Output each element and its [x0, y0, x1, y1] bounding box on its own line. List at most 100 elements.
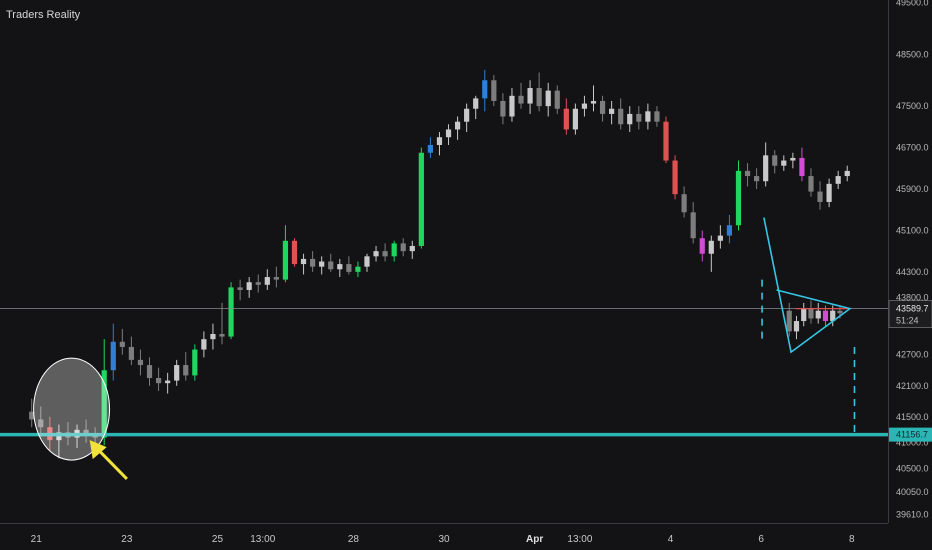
- price-tick-label: 40050.0: [896, 487, 929, 497]
- candle-body: [815, 310, 821, 319]
- candle-body: [599, 100, 606, 114]
- candle-body: [790, 157, 796, 161]
- candle-body: [672, 160, 678, 195]
- candle-body: [545, 90, 551, 107]
- time-tick-label: 28: [348, 534, 360, 545]
- candle-body: [726, 225, 733, 236]
- triangle-pattern-outline: [763, 217, 852, 354]
- candle-body: [282, 240, 289, 280]
- candle-body: [491, 80, 497, 101]
- candle-body: [837, 310, 843, 314]
- candle-body: [101, 370, 107, 438]
- candle-body: [808, 308, 814, 319]
- candle-body: [799, 157, 805, 177]
- time-axis[interactable]: 21 23 25 13:00 28 30 Apr 13:00 4 6 8: [31, 534, 855, 545]
- candle-body: [645, 111, 651, 122]
- candle-body: [409, 245, 415, 252]
- candle-body: [38, 419, 44, 428]
- price-tick-label: 41500.0: [896, 412, 929, 422]
- candle-body: [563, 108, 569, 130]
- candle-body: [763, 155, 769, 182]
- candle-body: [817, 191, 823, 202]
- candle-body: [509, 95, 515, 117]
- candle-body: [536, 88, 542, 107]
- candle-body: [830, 310, 836, 322]
- candle-body: [844, 170, 850, 177]
- candle-body: [754, 176, 760, 182]
- price-tick-label: 45100.0: [896, 225, 929, 235]
- candle-body: [373, 251, 379, 257]
- candle-body: [527, 88, 533, 104]
- support-price-badge: [889, 427, 932, 442]
- candle-body: [291, 240, 298, 265]
- candle-body: [735, 170, 742, 226]
- candle-body: [219, 333, 225, 337]
- candle-body: [310, 258, 316, 267]
- chart-brand-label: Traders Reality: [6, 9, 81, 21]
- candle-body: [554, 90, 560, 109]
- last-price-badge: [888, 300, 932, 328]
- candle-body: [808, 176, 814, 192]
- candle-body: [155, 378, 162, 384]
- candle-body: [835, 176, 841, 184]
- candle-body: [609, 108, 615, 114]
- time-tick-label: 6: [758, 534, 764, 545]
- candle-body: [355, 266, 361, 272]
- candle-body: [337, 264, 343, 270]
- candle-body: [418, 152, 424, 246]
- support-price-label: 41156.7: [896, 430, 928, 440]
- candle-body: [772, 155, 778, 166]
- candle-body: [826, 183, 832, 202]
- price-tick-label: 47500.0: [896, 101, 929, 111]
- candle-body: [482, 80, 488, 99]
- price-tick-label: 42100.0: [896, 381, 929, 391]
- candle-body: [119, 341, 125, 347]
- price-tick-label: 46700.0: [896, 143, 929, 153]
- annotations-layer: [0, 217, 888, 481]
- candle-body: [183, 365, 189, 376]
- price-tick-label: 49500.0: [896, 0, 929, 8]
- candle-body: [382, 251, 388, 257]
- candle-body: [237, 287, 243, 290]
- candle-body: [663, 121, 669, 161]
- candle-body: [246, 282, 252, 290]
- time-tick-label: 21: [31, 534, 43, 545]
- price-tick-label: 39610.0: [896, 510, 929, 520]
- candle-body: [654, 111, 660, 122]
- time-tick-label: 13:00: [567, 534, 592, 545]
- candle-body: [744, 170, 751, 177]
- time-tick-label: 4: [668, 534, 674, 545]
- candle-body: [427, 144, 434, 153]
- candle-body: [328, 261, 334, 270]
- last-price-label: 43589.7: [896, 304, 929, 314]
- price-tick-label: 48500.0: [896, 49, 929, 59]
- candle-body: [300, 258, 307, 265]
- price-tick-label: 44300.0: [896, 267, 929, 277]
- candle-body: [636, 113, 642, 122]
- candle-body: [581, 103, 588, 109]
- candle-body: [83, 429, 89, 435]
- price-tick-label: 43800.0: [896, 293, 929, 303]
- candle-body: [699, 238, 705, 254]
- candle-body: [201, 339, 207, 350]
- time-tick-label: 8: [849, 534, 855, 545]
- candle-body: [445, 129, 452, 138]
- time-tick-label: 23: [121, 534, 133, 545]
- candle-body: [590, 100, 597, 104]
- candle-body: [436, 137, 443, 145]
- price-tick-label: 41000.0: [896, 438, 929, 448]
- candle-body: [391, 243, 397, 257]
- time-tick-label: Apr: [526, 534, 543, 545]
- candle-body: [500, 100, 506, 117]
- candle-body: [192, 349, 198, 376]
- candle-body: [473, 98, 479, 109]
- candle-body: [454, 121, 461, 130]
- candle-body: [786, 310, 792, 332]
- price-axis[interactable]: 49500.0 48500.0 47500.0 46700.0 45900.0 45100…: [888, 0, 932, 520]
- candle-body: [165, 380, 171, 384]
- candle-body: [228, 287, 234, 337]
- candle-body: [364, 256, 370, 267]
- candle-body: [346, 264, 352, 272]
- candle-body: [264, 277, 270, 285]
